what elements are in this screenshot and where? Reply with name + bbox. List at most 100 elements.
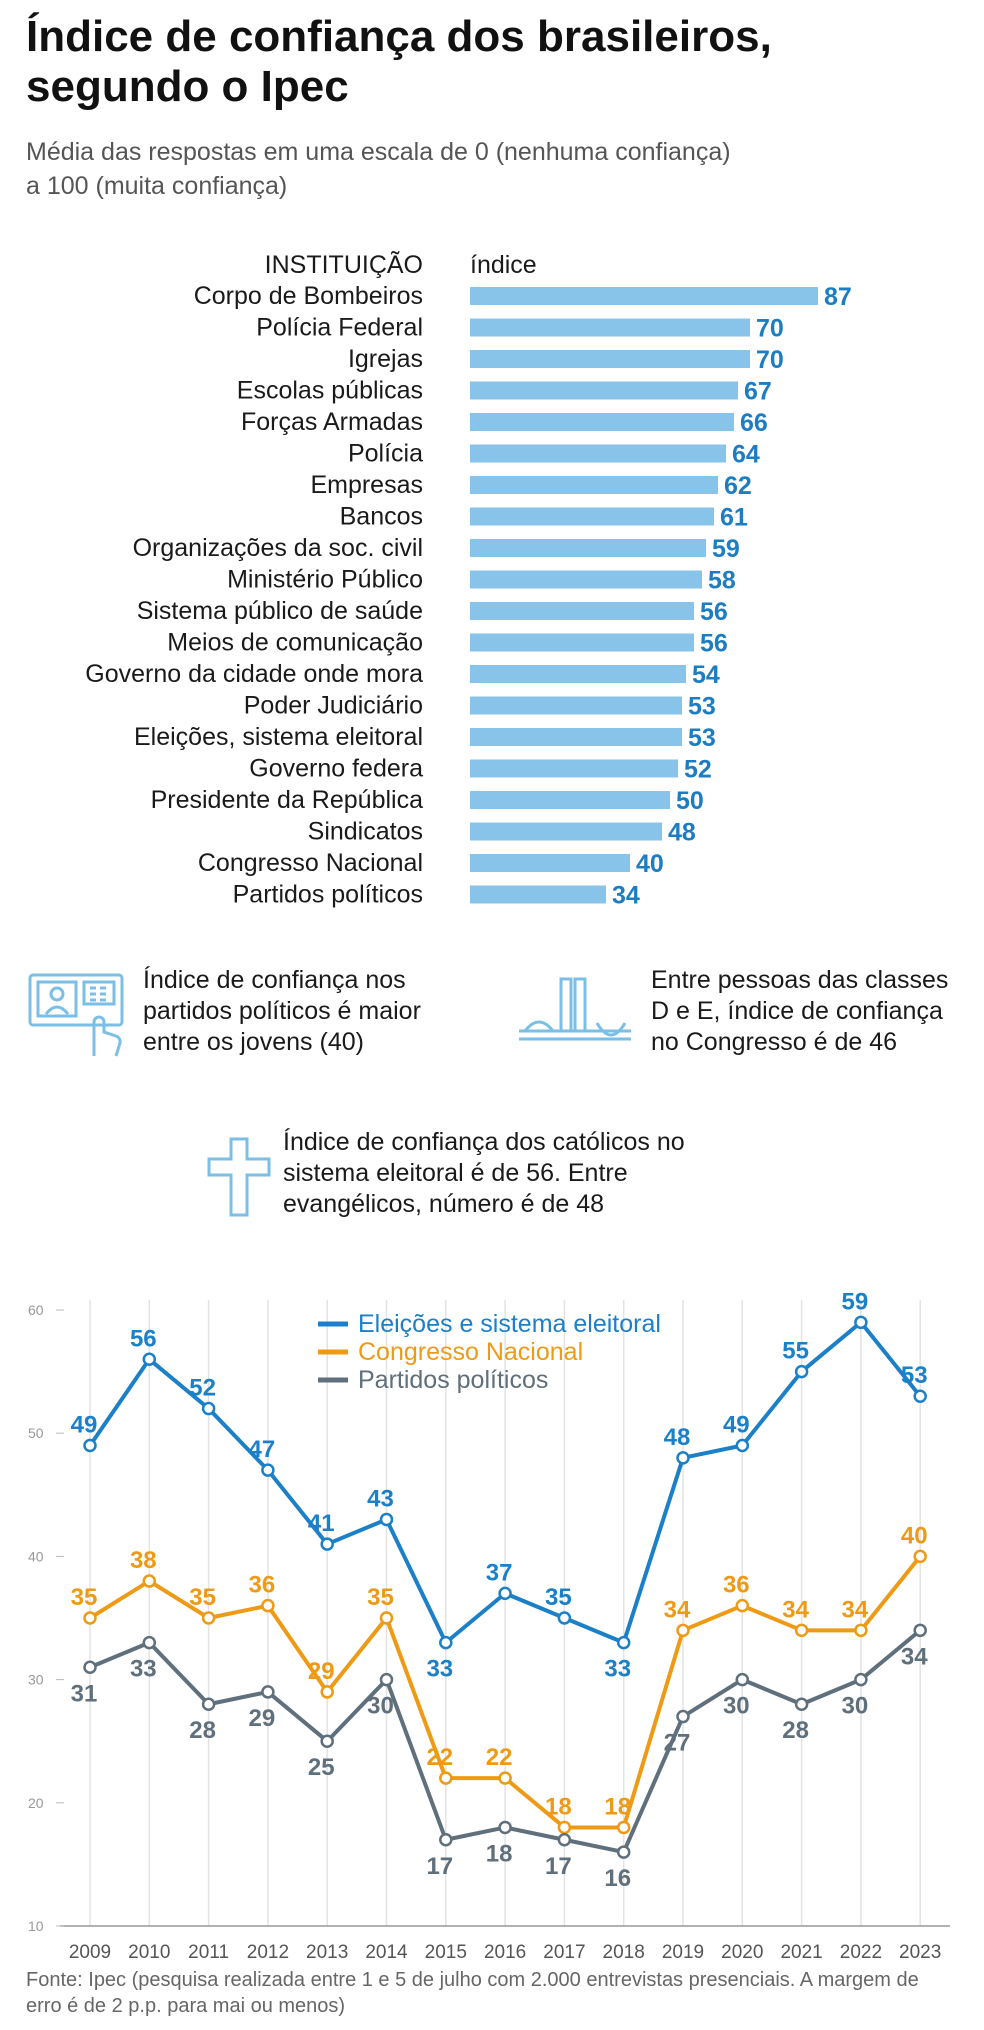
bar-value-label: 62 xyxy=(724,472,752,500)
data-point-eleicoes xyxy=(616,1635,631,1650)
bar-category-label: Corpo de Bombeiros xyxy=(194,282,423,310)
data-label-eleicoes: 49 xyxy=(71,1412,98,1439)
data-label-partidos: 17 xyxy=(545,1853,572,1880)
bar-value-label: 64 xyxy=(732,441,760,469)
value-header: índice xyxy=(470,251,537,279)
data-label-congresso: 34 xyxy=(842,1596,869,1623)
data-point-partidos xyxy=(557,1833,572,1847)
chart-title: Índice de confiança dos brasileiros, seg… xyxy=(26,12,772,111)
data-label-congresso: 29 xyxy=(308,1658,335,1685)
data-point-partidos xyxy=(616,1845,631,1859)
bar-category-label: Polícia Federal xyxy=(256,314,423,342)
data-point-congresso xyxy=(142,1574,157,1588)
data-point-partidos xyxy=(261,1685,275,1699)
data-point-partidos xyxy=(913,1623,927,1638)
data-label-partidos: 27 xyxy=(664,1730,691,1757)
bar xyxy=(470,444,726,463)
data-point-congresso xyxy=(201,1611,216,1625)
bar-value-label: 52 xyxy=(684,756,712,784)
data-point-congresso xyxy=(83,1611,97,1625)
data-point-partidos xyxy=(201,1697,216,1711)
bar-value-label: 50 xyxy=(676,787,704,815)
x-tick-label: 2018 xyxy=(603,1942,645,1963)
data-point-eleicoes xyxy=(83,1438,97,1453)
data-point-congresso xyxy=(557,1820,572,1835)
bar-category-label: Organizações da soc. civil xyxy=(133,534,423,562)
data-label-congresso: 36 xyxy=(249,1572,276,1599)
bar-category-label: Ministério Público xyxy=(227,566,423,594)
data-point-eleicoes xyxy=(498,1586,512,1601)
data-label-eleicoes: 47 xyxy=(249,1436,276,1463)
data-label-partidos: 17 xyxy=(426,1853,453,1880)
data-label-eleicoes: 33 xyxy=(604,1656,631,1683)
data-point-congresso xyxy=(320,1685,334,1699)
bar-category-label: Governo da cidade onde mora xyxy=(85,660,423,688)
data-label-congresso: 38 xyxy=(130,1547,157,1574)
data-label-eleicoes: 35 xyxy=(545,1584,572,1611)
bar-category-label: Forças Armadas xyxy=(241,408,423,436)
data-label-congresso: 40 xyxy=(901,1522,928,1549)
data-point-eleicoes xyxy=(142,1352,157,1367)
bar-value-label: 53 xyxy=(688,724,716,752)
data-label-congresso: 34 xyxy=(782,1596,809,1623)
bar-category-label: Empresas xyxy=(310,471,423,499)
data-label-eleicoes: 55 xyxy=(782,1338,809,1365)
legend-label-eleicoes: Eleições e sistema eleitoral xyxy=(358,1310,661,1338)
data-point-congresso xyxy=(616,1820,631,1835)
cross-icon xyxy=(207,1137,271,1217)
callout-catolicos: Índice de confiança dos católicos no sis… xyxy=(283,1128,685,1218)
x-tick-label: 2009 xyxy=(69,1942,111,1963)
data-point-congresso xyxy=(913,1549,927,1564)
data-point-partidos xyxy=(439,1833,453,1847)
data-label-congresso: 35 xyxy=(71,1584,98,1611)
data-point-eleicoes xyxy=(439,1635,453,1650)
bar xyxy=(470,476,718,494)
bar xyxy=(470,570,702,589)
data-point-partidos xyxy=(498,1820,512,1835)
congress-building-icon xyxy=(519,977,631,1041)
data-label-partidos: 18 xyxy=(486,1840,513,1867)
category-header: INSTITUIÇÃO xyxy=(265,250,423,279)
data-point-eleicoes xyxy=(261,1463,275,1477)
chart-subtitle: Média das respostas em uma escala de 0 (… xyxy=(26,138,731,200)
bar xyxy=(470,602,694,620)
data-label-partidos: 31 xyxy=(71,1680,98,1707)
bar-category-label: Sindicatos xyxy=(308,818,423,846)
bar xyxy=(470,318,750,337)
bar-value-label: 59 xyxy=(712,535,740,563)
bar-value-label: 34 xyxy=(612,882,640,910)
data-point-partidos xyxy=(854,1672,868,1687)
legend-label-congresso: Congresso Nacional xyxy=(358,1338,583,1366)
data-label-eleicoes: 43 xyxy=(367,1485,394,1512)
data-label-eleicoes: 41 xyxy=(308,1510,335,1537)
bar-category-label: Congresso Nacional xyxy=(198,849,423,877)
bar xyxy=(470,633,694,652)
data-point-eleicoes xyxy=(557,1611,572,1625)
bar-value-label: 56 xyxy=(700,630,728,658)
bar xyxy=(470,822,662,841)
bar xyxy=(470,413,734,431)
x-tick-label: 2021 xyxy=(780,1942,822,1963)
y-tick-label: 30 xyxy=(28,1672,44,1688)
y-tick-label: 50 xyxy=(28,1425,44,1441)
data-label-partidos: 16 xyxy=(604,1865,631,1892)
data-point-congresso xyxy=(379,1611,394,1625)
bar-category-label: Sistema público de saúde xyxy=(137,597,423,625)
bar-value-label: 48 xyxy=(668,819,696,847)
data-point-eleicoes xyxy=(854,1315,868,1330)
x-tick-label: 2010 xyxy=(128,1942,170,1963)
bar-value-label: 67 xyxy=(744,378,772,406)
x-tick-label: 2020 xyxy=(721,1942,763,1963)
bar xyxy=(470,381,738,400)
bar xyxy=(470,507,714,526)
y-tick-label: 60 xyxy=(28,1302,44,1318)
bar-category-label: Presidente da República xyxy=(151,786,423,814)
bar xyxy=(470,728,682,746)
bar-value-label: 40 xyxy=(636,850,664,878)
voting-machine-icon xyxy=(28,973,124,1057)
source-note: Fonte: Ipec (pesquisa realizada entre 1 … xyxy=(26,1969,919,2017)
bar-value-label: 56 xyxy=(700,598,728,626)
data-label-congresso: 18 xyxy=(604,1793,631,1820)
bar-value-label: 70 xyxy=(756,315,784,343)
bar-value-label: 66 xyxy=(740,409,768,437)
